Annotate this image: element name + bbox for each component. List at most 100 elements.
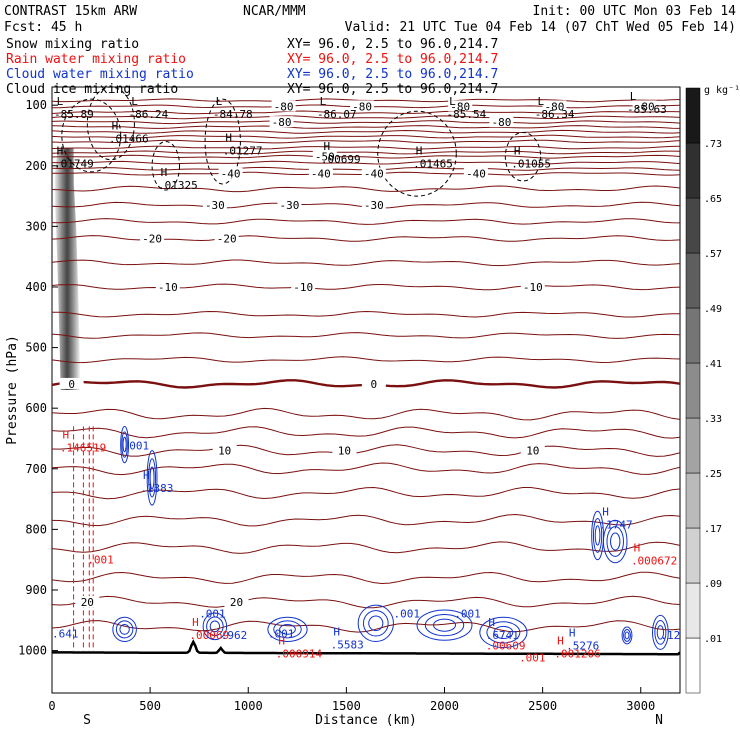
extremum-marker: H	[143, 469, 150, 482]
isotherm-label: -40	[466, 168, 486, 181]
isotherm-label: -80	[491, 116, 511, 129]
extremum-marker: H	[416, 145, 423, 158]
extremum-value: .001	[199, 607, 226, 620]
cloud-contour	[416, 609, 473, 641]
isotherm-label-bg	[350, 100, 375, 112]
isotherm-label: 10	[338, 445, 351, 458]
isotherm-label-bg	[212, 444, 237, 456]
extremum-value: .01465	[413, 158, 453, 171]
extremum-value: -85.89	[54, 108, 94, 121]
extremum-value: .00069	[189, 629, 229, 642]
extremum-marker: L	[57, 95, 64, 108]
extremum-marker: H	[225, 131, 232, 144]
extremum-value: .6741	[486, 629, 519, 642]
isotherm-label-bg	[155, 280, 180, 292]
isotherm-label: -80	[544, 100, 564, 113]
isotherm-label: -30	[205, 199, 225, 212]
cloud-contour	[149, 466, 155, 490]
isotherm-line	[52, 426, 680, 439]
cloud-contour	[610, 532, 621, 551]
isotherm-line	[52, 332, 680, 339]
field-xy-snow: XY= 96.0, 2.5 to 96.0,214.7	[287, 37, 498, 52]
isotherm-label-bg	[520, 444, 545, 456]
isotherm-label-bg	[489, 116, 514, 128]
isotherm-label-bg	[332, 444, 357, 456]
cloud-contour	[621, 626, 633, 645]
cloud-contour	[433, 618, 456, 632]
extremum-value: .001206	[554, 647, 600, 660]
extremum-value: .000672	[631, 555, 677, 568]
snow-plume	[53, 147, 81, 390]
isotherm-label: -40	[221, 168, 241, 181]
isotherm-label: -10	[523, 281, 543, 294]
y-tick-label: 600	[25, 401, 47, 415]
extremum-marker: H	[488, 616, 495, 629]
cloud-contour	[368, 615, 384, 632]
forecast-hour: Fcst: 45 h	[4, 20, 82, 35]
extremum-value: .001	[87, 553, 114, 566]
y-tick-label: 400	[25, 280, 47, 294]
isotherm-label: -50	[315, 151, 335, 164]
isotherm-line	[52, 259, 680, 267]
isotherm-line	[52, 154, 680, 159]
cloud-contour	[112, 616, 137, 642]
isotherm-label-bg	[291, 280, 316, 292]
plot-frame	[51, 86, 681, 694]
cloud-contour	[122, 436, 127, 453]
isotherm-line	[52, 160, 680, 165]
field-label-cloud: Cloud water mixing ratio	[6, 67, 194, 82]
cloud-contour	[267, 616, 308, 642]
colorbar-swatch	[685, 582, 701, 639]
y-tick-label: 100	[25, 98, 47, 112]
isotherm-label: 20	[230, 596, 243, 609]
y-axis-title: Pressure (hPa)	[5, 335, 20, 445]
y-tick-label: 200	[25, 159, 47, 173]
cloud-contour	[148, 458, 157, 498]
ice-contour	[151, 141, 181, 191]
ice-contour	[86, 87, 135, 161]
colorbar-label: .49	[704, 304, 722, 315]
isotherm-label: -40	[364, 168, 384, 181]
cloud-contour	[486, 621, 521, 644]
field-xy-cloud: XY= 96.0, 2.5 to 96.0,214.7	[287, 67, 498, 82]
init-time: Init: 00 UTC Mon 03 Feb 14	[533, 4, 737, 19]
cloud-contour	[357, 604, 394, 642]
y-tick-label: 700	[25, 462, 47, 476]
isotherm-label-bg	[361, 377, 386, 389]
isotherm-label-bg	[361, 167, 386, 179]
cloud-contour	[656, 625, 665, 640]
extremum-marker: H	[192, 616, 199, 629]
valid-time: Valid: 21 UTC Tue 04 Feb 14 (07 ChT Wed …	[345, 20, 736, 35]
isotherm-label-bg	[632, 100, 657, 112]
extremum-value: .01749	[54, 158, 94, 171]
y-tick-label: 800	[25, 522, 47, 536]
x-tick-label: 3000	[626, 699, 655, 713]
ice-contour	[377, 110, 457, 197]
isotherm-label-bg	[308, 167, 333, 179]
extremum-marker: H	[333, 625, 340, 638]
cloud-contour	[206, 616, 224, 637]
extremum-value: .1747	[600, 518, 633, 531]
colorbar-swatch	[685, 637, 701, 694]
isotherm-label-bg	[75, 596, 100, 608]
isotherm-label-bg	[218, 167, 243, 179]
terrain-line	[52, 639, 680, 656]
isotherm-label-bg	[542, 100, 567, 112]
cloud-contour	[120, 425, 130, 464]
extremum-value: .001	[123, 440, 149, 453]
isotherm-label: -80	[274, 100, 294, 113]
cloud-contour	[202, 612, 228, 641]
colorbar-swatch	[685, 87, 701, 144]
isotherm-label: -80	[635, 100, 655, 113]
extremum-value: -86.07	[317, 108, 357, 121]
extremum-value: .01277	[223, 144, 263, 157]
extremum-value: .01325	[158, 179, 198, 192]
y-tick-label: 500	[25, 341, 47, 355]
extremum-value: .01055	[511, 158, 551, 171]
isotherm-line	[52, 513, 680, 527]
colorbar-swatch	[685, 527, 701, 584]
isotherm-line	[52, 150, 680, 155]
isotherm-label: -80	[352, 100, 372, 113]
colorbar-label: .01	[704, 634, 722, 645]
field-label-ice: Cloud ice mixing ratio	[6, 82, 178, 97]
